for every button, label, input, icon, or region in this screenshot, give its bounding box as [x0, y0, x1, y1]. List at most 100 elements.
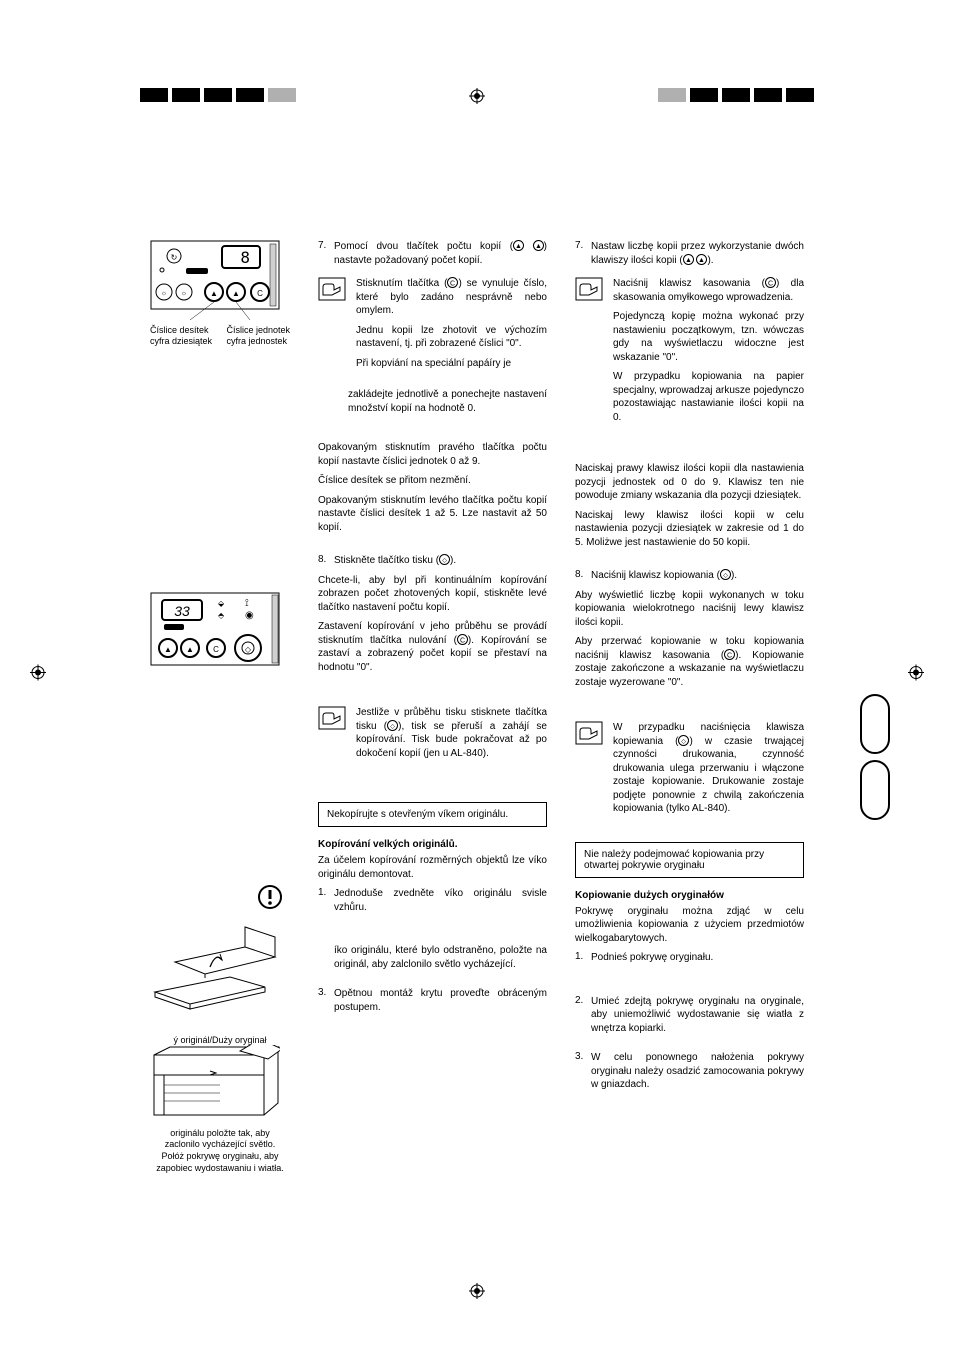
control-panel-illustration: 8 ↻ ☼ ☼ ▲ ▲ C: [150, 240, 280, 320]
up-key-icon: ▲: [683, 254, 694, 265]
pl-p5: Pokrywę oryginału można zdjąć w celu umo…: [575, 905, 804, 946]
pl-note3: W przypadku kopiowania na papier specjal…: [613, 370, 804, 424]
up-key-icon: ▲: [533, 240, 544, 251]
note-hand-icon: [575, 277, 603, 301]
warning-box-pl: Nie należy podejmować kopiowania przy ot…: [575, 842, 804, 878]
svg-text:33: 33: [174, 603, 190, 619]
print-key-icon: ◇: [387, 720, 398, 731]
svg-text:C: C: [450, 281, 455, 288]
cz-p3: Opakovaným stisknutím levého tlačítka po…: [318, 494, 547, 535]
crop-marks: [0, 88, 954, 102]
note-hand-icon: [575, 721, 603, 745]
step-number: 7.: [318, 240, 334, 267]
label-units-pl: cyfra jednostek: [226, 336, 290, 347]
fig-caption-2: originálu položte tak, aby: [150, 1128, 290, 1140]
cz-p6: Za účelem kopírování rozměrných objektů …: [318, 854, 547, 881]
svg-text:C: C: [768, 281, 773, 288]
up-key-icon: ▲: [696, 254, 707, 265]
c-key-icon: C: [457, 634, 468, 645]
print-key-icon: ◇: [720, 569, 731, 580]
svg-text:◇: ◇: [390, 724, 395, 730]
step-number: 8.: [318, 554, 334, 568]
heading-pl: Kopiowanie dużych oryginałów: [575, 890, 804, 901]
cz-p4: Chcete-li, aby byl při kontinuálním kopí…: [318, 574, 547, 615]
cz-note3: Při kopviání na speciální papáíry je: [356, 357, 547, 371]
c-key-icon: C: [724, 649, 735, 660]
note-hand-icon: [318, 277, 346, 301]
svg-text:▲: ▲: [210, 289, 218, 298]
step-number: 1.: [318, 887, 334, 914]
svg-text:C: C: [213, 645, 219, 654]
note-hand-icon: [318, 706, 346, 730]
cz-s8: Stiskněte tlačítko tisku (: [334, 555, 439, 566]
heading-cz: Kopírování velkých originálů.: [318, 839, 547, 850]
label-units-cz: Číslice jednotek: [226, 325, 290, 336]
pl-p1: Naciskaj prawy klawisz ilości kopii dla …: [575, 462, 804, 503]
print-key-icon: ◇: [439, 554, 450, 565]
pl-note5b: ) w czasie trwającej czynności drukowani…: [613, 736, 804, 815]
pl-li2: Umieć zdejtą pokrywę oryginału na orygin…: [591, 995, 804, 1036]
cz-li2: íko originálu, které bylo odstraněno, po…: [334, 944, 547, 971]
cz-note1: Stisknutím tlačítka (: [356, 278, 447, 289]
svg-text:C: C: [460, 637, 465, 644]
pl-li3: W celu ponownego nałożenia pokrywy orygi…: [591, 1051, 804, 1092]
warning-icon: [258, 885, 282, 909]
svg-text:◉: ◉: [245, 610, 254, 621]
svg-text:◇: ◇: [682, 739, 687, 745]
cz-note2: Jednu kopii lze zhotovit ve výchozím nas…: [356, 324, 547, 351]
svg-text:▲: ▲: [232, 289, 240, 298]
large-original-illustration: [150, 1045, 280, 1125]
register-bottom: [469, 1283, 485, 1302]
register-right: [908, 665, 924, 684]
svg-text:▲: ▲: [699, 257, 706, 264]
svg-text:▲: ▲: [515, 243, 522, 250]
step-number: 3.: [318, 987, 334, 1014]
pl-li1: Podnieś pokrywę oryginału.: [591, 951, 804, 965]
fig-caption-4: Połóż pokrywę oryginału, aby: [150, 1151, 290, 1163]
svg-text:C: C: [257, 289, 263, 298]
svg-text:⟟: ⟟: [245, 598, 249, 609]
svg-text:C: C: [727, 652, 732, 659]
cz-note4: zakládejte jednotlivě a ponechejte nasta…: [348, 388, 547, 415]
svg-text:☼: ☼: [181, 290, 187, 297]
svg-text:◇: ◇: [723, 573, 728, 579]
cz-p1: Opakovaným stisknutím pravého tlačítka p…: [318, 441, 547, 468]
pl-s8: Naciśnij klawisz kopiowania (: [591, 570, 720, 581]
register-left: [30, 665, 46, 684]
c-key-icon: C: [765, 277, 776, 288]
pl-note2: Pojedynczą kopię można wykonać przy nast…: [613, 310, 804, 364]
svg-text:⬙: ⬙: [218, 599, 225, 608]
cz-li3: Opětnou montáž krytu proveďte obráceným …: [334, 987, 547, 1014]
pl-p3: Aby wyświetlić liczbę kopii wykonanych w…: [575, 589, 804, 630]
c-key-icon: C: [447, 277, 458, 288]
cz-s8-tail: ).: [450, 555, 456, 566]
pl-p2: Naciskaj lewy klawisz ilości kopii w cel…: [575, 509, 804, 550]
pl-s8-tail: ).: [731, 570, 737, 581]
copier-lid-illustration: [150, 922, 280, 1012]
svg-text:☼: ☼: [161, 290, 167, 297]
register-mark-icon: [469, 88, 485, 104]
label-tens-pl: cyfra dziesiątek: [150, 336, 212, 347]
pl-note1: Naciśnij klawisz kasowania (: [613, 278, 765, 289]
cz-p2: Číslice desítek se přitom nezmění.: [318, 474, 547, 488]
svg-text:⬘: ⬘: [218, 611, 225, 620]
fig-caption-5: zapobiec wydostawaniu i wiatła.: [150, 1163, 290, 1175]
svg-text:▲: ▲: [535, 243, 542, 250]
print-key-icon: ◇: [678, 735, 689, 746]
fig-caption-3: zaclonilo vycházející světlo.: [150, 1139, 290, 1151]
svg-text:↻: ↻: [171, 253, 178, 262]
svg-text:8: 8: [240, 248, 250, 267]
svg-text:▲: ▲: [186, 645, 194, 654]
cz-s7: Pomocí dvou tlačítek počtu kopií (: [334, 241, 513, 252]
step-number: 2.: [575, 995, 591, 1036]
control-panel-2-illustration: 33 ⬙ ⬘ ⟟ ◉ ▲ ▲ C ◇: [150, 592, 280, 667]
up-key-icon: ▲: [513, 240, 524, 251]
step-number: 3.: [575, 1051, 591, 1092]
side-tabs: [860, 694, 890, 826]
warning-box-cz: Nekopírujte s otevřeným víkem originálu.: [318, 802, 547, 827]
fig-caption-1: ý originál/Duży oryginał: [150, 1035, 290, 1045]
pl-s7-tail: ).: [707, 255, 713, 266]
label-tens-cz: Číslice desítek: [150, 325, 212, 336]
step-number: 7.: [575, 240, 591, 267]
svg-text:◇: ◇: [442, 558, 447, 564]
